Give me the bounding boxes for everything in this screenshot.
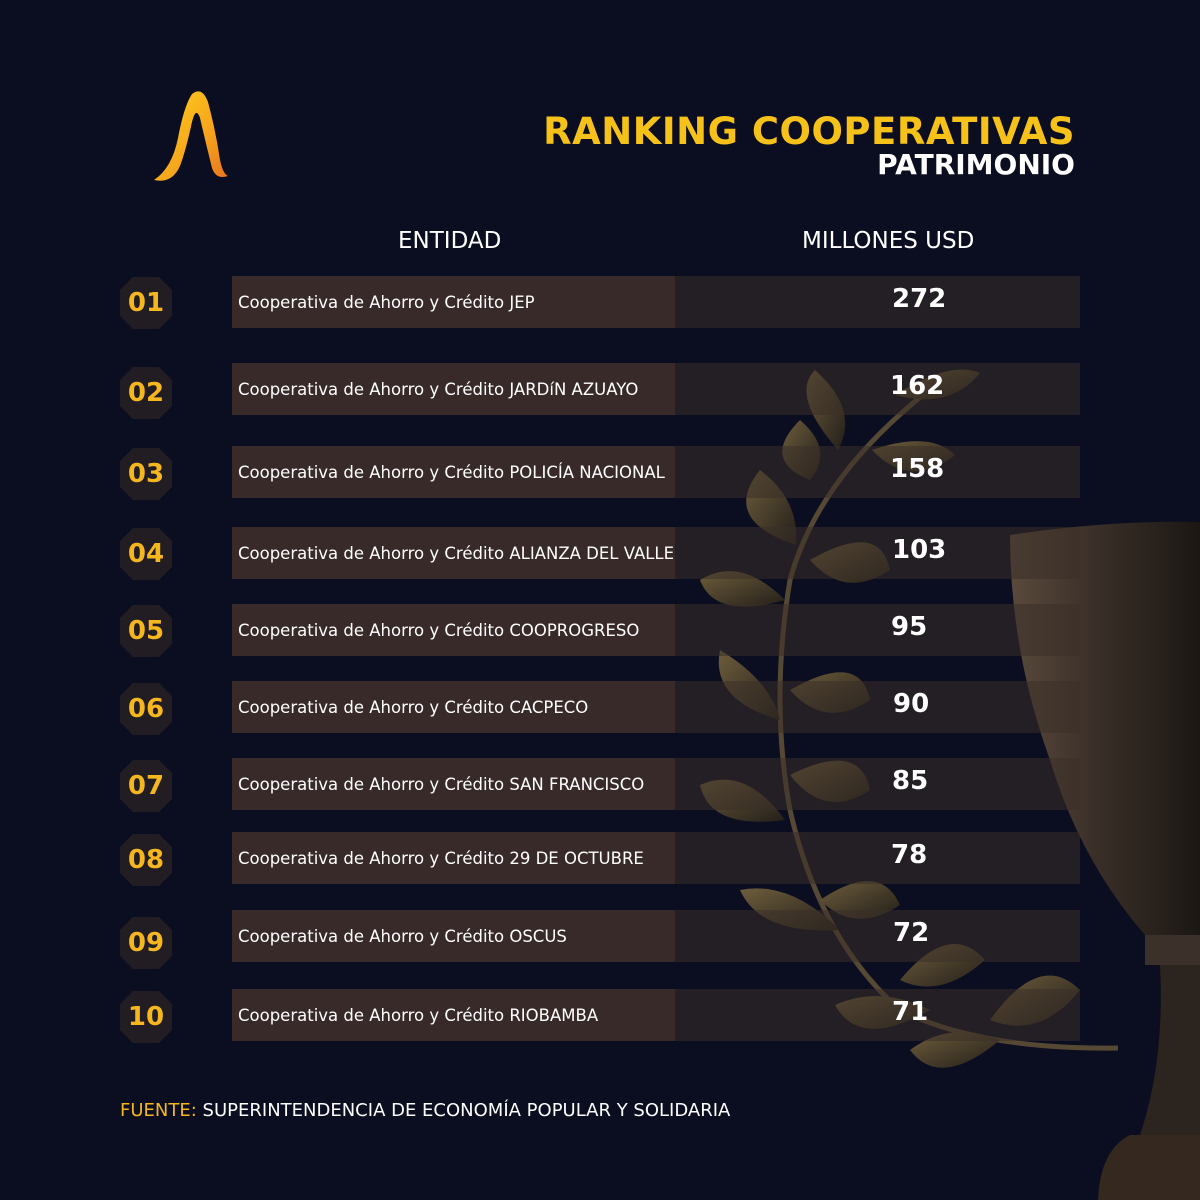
value-label: 78	[891, 840, 928, 870]
value-cell: 78	[675, 832, 1080, 884]
rank-badge: 08	[120, 834, 172, 886]
value-label: 158	[890, 454, 945, 484]
column-header-entity: ENTIDAD	[398, 228, 502, 254]
rank-badge: 03	[120, 448, 172, 500]
rank-badge: 04	[120, 528, 172, 580]
entity-name: Cooperativa de Ahorro y Crédito RIOBAMBA	[238, 1005, 599, 1025]
value-label: 272	[892, 284, 947, 314]
source-note: FUENTE: SUPERINTENDENCIA DE ECONOMÍA POP…	[120, 1100, 730, 1121]
entity-name: Cooperativa de Ahorro y Crédito JEP	[238, 292, 535, 312]
value-cell: 85	[675, 758, 1080, 810]
entity-cell: Cooperativa de Ahorro y Crédito COOPROGR…	[232, 604, 675, 656]
rank-badge: 05	[120, 605, 172, 657]
entity-name: Cooperativa de Ahorro y Crédito ALIANZA …	[238, 543, 675, 563]
entity-cell: Cooperativa de Ahorro y Crédito SAN FRAN…	[232, 758, 675, 810]
rank-badge: 06	[120, 683, 172, 735]
rank-badge: 10	[120, 991, 172, 1043]
value-label: 103	[892, 535, 947, 565]
page-title: RANKING COOPERATIVAS	[543, 110, 1075, 153]
entity-name: Cooperativa de Ahorro y Crédito JARDíN A…	[238, 379, 639, 399]
entity-cell: Cooperativa de Ahorro y Crédito 29 DE OC…	[232, 832, 675, 884]
value-cell: 162	[675, 363, 1080, 415]
brand-logo-icon	[154, 91, 228, 181]
value-cell: 72	[675, 910, 1080, 962]
entity-name: Cooperativa de Ahorro y Crédito CACPECO	[238, 697, 589, 717]
entity-cell: Cooperativa de Ahorro y Crédito JEP	[232, 276, 675, 328]
rank-badge: 09	[120, 917, 172, 969]
value-label: 72	[893, 918, 930, 948]
entity-name: Cooperativa de Ahorro y Crédito 29 DE OC…	[238, 848, 644, 868]
value-label: 71	[892, 997, 929, 1027]
entity-cell: Cooperativa de Ahorro y Crédito POLICÍA …	[232, 446, 675, 498]
rank-badge: 02	[120, 367, 172, 419]
value-cell: 272	[675, 276, 1080, 328]
entity-cell: Cooperativa de Ahorro y Crédito CACPECO	[232, 681, 675, 733]
entity-name: Cooperativa de Ahorro y Crédito OSCUS	[238, 926, 567, 946]
entity-cell: Cooperativa de Ahorro y Crédito ALIANZA …	[232, 527, 675, 579]
rank-badge: 07	[120, 760, 172, 812]
value-cell: 90	[675, 681, 1080, 733]
value-cell: 103	[675, 527, 1080, 579]
value-label: 90	[893, 689, 930, 719]
page-subtitle: PATRIMONIO	[877, 148, 1075, 181]
entity-name: Cooperativa de Ahorro y Crédito COOPROGR…	[238, 620, 640, 640]
entity-cell: Cooperativa de Ahorro y Crédito JARDíN A…	[232, 363, 675, 415]
value-label: 95	[891, 612, 928, 642]
source-text: SUPERINTENDENCIA DE ECONOMÍA POPULAR Y S…	[202, 1100, 731, 1121]
value-label: 85	[892, 766, 929, 796]
entity-name: Cooperativa de Ahorro y Crédito SAN FRAN…	[238, 774, 645, 794]
rank-badge: 01	[120, 277, 172, 329]
entity-cell: Cooperativa de Ahorro y Crédito OSCUS	[232, 910, 675, 962]
source-label: FUENTE:	[120, 1100, 197, 1121]
column-header-value: MILLONES USD	[802, 228, 975, 254]
value-label: 162	[890, 371, 945, 401]
value-cell: 95	[675, 604, 1080, 656]
entity-cell: Cooperativa de Ahorro y Crédito RIOBAMBA	[232, 989, 675, 1041]
entity-name: Cooperativa de Ahorro y Crédito POLICÍA …	[238, 462, 665, 482]
value-cell: 71	[675, 989, 1080, 1041]
value-cell: 158	[675, 446, 1080, 498]
